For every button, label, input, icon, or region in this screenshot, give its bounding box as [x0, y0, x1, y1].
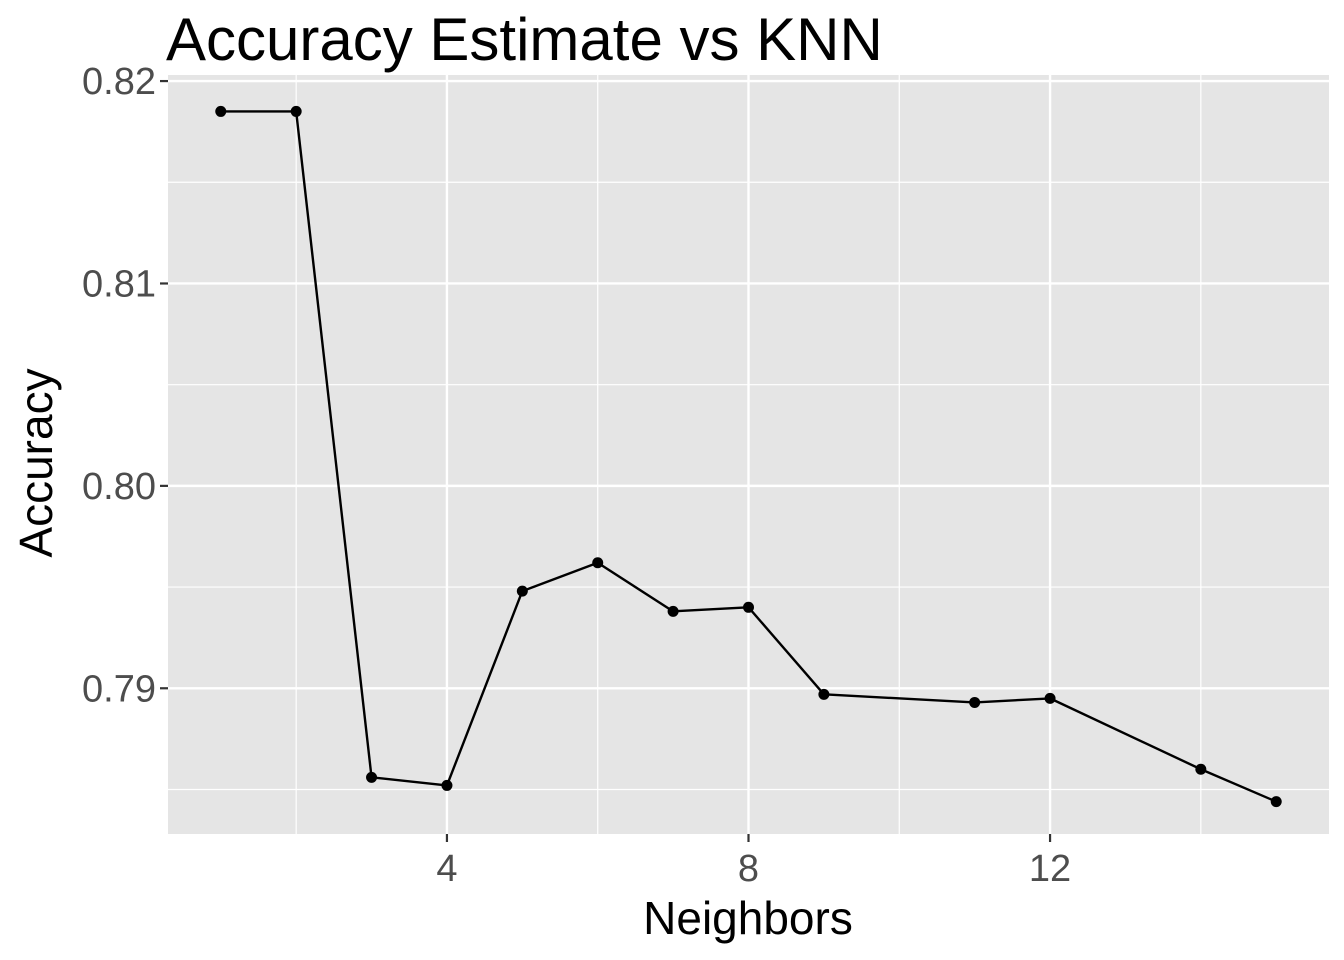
data-point — [215, 105, 227, 117]
y-tick-label: 0.79 — [82, 668, 156, 710]
data-point — [667, 605, 679, 617]
chart-title: Accuracy Estimate vs KNN — [166, 6, 883, 73]
x-tick-label: 4 — [436, 848, 457, 890]
grid — [168, 75, 1329, 834]
data-point — [290, 105, 302, 117]
x-tick-label: 8 — [738, 848, 759, 890]
y-tick-label: 0.80 — [82, 466, 156, 508]
data-point — [441, 779, 453, 791]
y-tick-label: 0.81 — [82, 263, 156, 305]
data-point — [743, 601, 754, 613]
x-axis-title: Neighbors — [643, 892, 853, 944]
data-point — [366, 771, 378, 783]
series-accuracy — [215, 105, 1282, 808]
data-point — [818, 688, 830, 700]
data-point — [1270, 796, 1282, 808]
data-point — [969, 696, 981, 708]
data-point — [1195, 763, 1207, 775]
y-axis-title: Accuracy — [10, 368, 62, 557]
data-point — [516, 585, 528, 597]
data-point — [592, 557, 604, 569]
axis-ticks: 4 8 12 0.79 0.80 0.81 0.82 — [82, 61, 1071, 890]
y-tick-label: 0.82 — [82, 61, 156, 103]
x-tick-label: 12 — [1029, 848, 1071, 890]
data-point — [1044, 692, 1056, 704]
